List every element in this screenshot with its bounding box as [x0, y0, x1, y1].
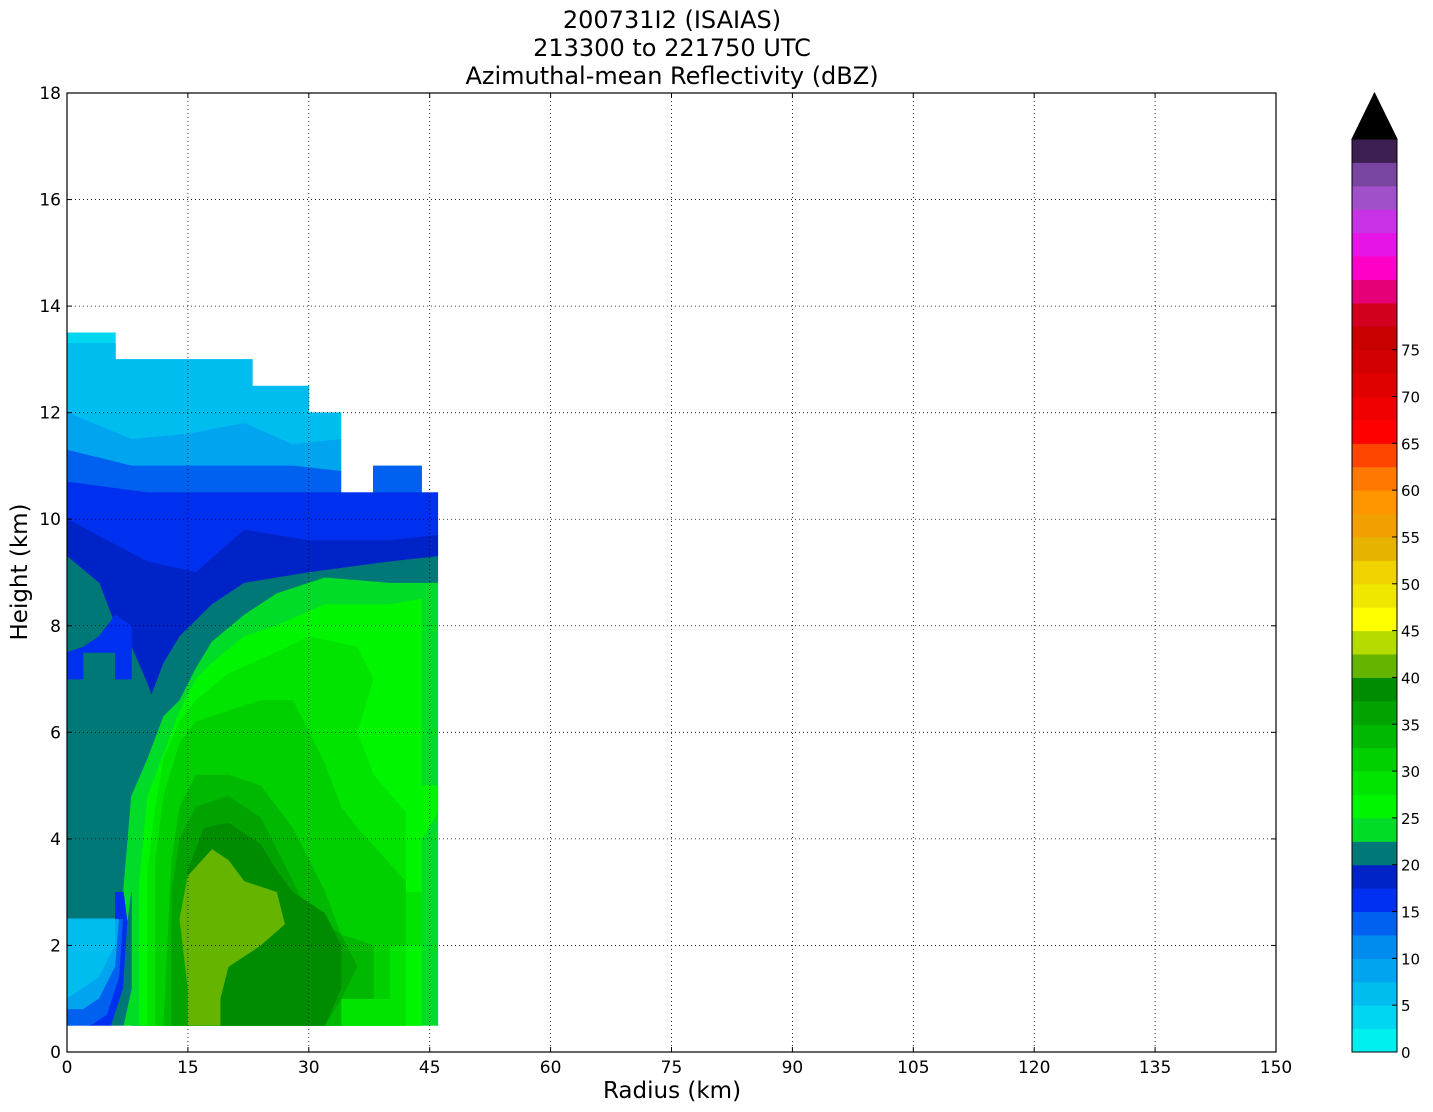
plot-fill-layer [66, 332, 439, 1026]
colorbar-bin [1352, 1028, 1397, 1053]
colorbar-bin [1352, 724, 1397, 749]
colorbar-tick-label: 50 [1401, 576, 1420, 594]
colorbar-bin [1352, 864, 1397, 889]
colorbar-tick-label: 40 [1401, 669, 1420, 687]
colorbar-bin [1352, 630, 1397, 655]
y-tick-label: 12 [39, 404, 61, 424]
colorbar-bin [1352, 583, 1397, 608]
colorbar-bin [1352, 934, 1397, 959]
chart-title-line-1: 200731I2 (ISAIAS) [562, 6, 782, 34]
colorbar-bin [1352, 771, 1397, 795]
colorbar-extend-arrow [1351, 91, 1398, 140]
colorbar-tick-label: 65 [1401, 435, 1420, 453]
chart-title-line-3: Azimuthal-mean Reflectivity (dBZ) [465, 62, 879, 90]
reflectivity-region-16 [66, 614, 132, 680]
colorbar-bin [1352, 747, 1397, 772]
x-tick-label: 150 [1260, 1058, 1292, 1078]
colorbar-frame [1351, 138, 1398, 1053]
y-tick-label: 14 [39, 297, 61, 317]
x-tick-label: 60 [540, 1058, 562, 1078]
y-tick-label: 10 [39, 510, 61, 530]
colorbar-tick-label: 35 [1401, 716, 1420, 734]
colorbar-tick-label: 70 [1401, 389, 1420, 407]
grid-layer [67, 93, 1276, 1052]
x-axis-ticks: 0 15 30 45 60 75 90 105 120 135 150 [62, 93, 1292, 1078]
colorbar-bin [1352, 700, 1397, 725]
colorbar-bin [1352, 841, 1397, 866]
colorbar-tick-label: 30 [1401, 763, 1420, 781]
y-tick-label: 8 [50, 617, 61, 637]
colorbar-bin [1352, 677, 1397, 702]
reflectivity-region-21 [110, 892, 132, 1026]
colorbar-bin [1352, 302, 1397, 327]
chart-title-line-2: 213300 to 221750 UTC [533, 34, 811, 62]
x-tick-label: 120 [1018, 1058, 1050, 1078]
y-tick-label: 16 [39, 191, 61, 211]
colorbar-tick-label: 0 [1401, 1044, 1411, 1062]
colorbar-bin [1352, 232, 1397, 257]
colorbar-tick-label: 55 [1401, 529, 1420, 547]
colorbar-tick-label: 15 [1401, 904, 1420, 922]
colorbar-bin [1352, 139, 1397, 163]
colorbar-bin [1352, 560, 1397, 585]
colorbar-tick-label: 75 [1401, 342, 1420, 360]
colorbar-bin [1352, 888, 1397, 913]
colorbar-tick-label: 45 [1401, 623, 1420, 641]
colorbar-bin [1352, 513, 1397, 538]
y-axis-ticks: 0 2 4 6 8 10 12 14 16 18 [39, 84, 1276, 1063]
colorbar-tick-label: 10 [1401, 950, 1420, 968]
x-tick-label: 90 [782, 1058, 804, 1078]
colorbar-bin [1352, 958, 1397, 983]
colorbar-bin [1352, 443, 1397, 468]
x-tick-label: 75 [661, 1058, 683, 1078]
colorbar-tick-label: 60 [1401, 482, 1420, 500]
colorbar-bin [1352, 185, 1397, 210]
colorbar-bin [1352, 373, 1397, 398]
colorbar-bin [1352, 817, 1397, 842]
colorbar-bin [1352, 349, 1397, 374]
colorbar-bin [1352, 326, 1397, 351]
colorbar-bin [1352, 536, 1397, 561]
x-tick-label: 30 [298, 1058, 320, 1078]
colorbar-bin [1352, 607, 1397, 632]
colorbar-bin [1352, 256, 1397, 280]
colorbar-tick-label: 20 [1401, 857, 1420, 875]
y-axis-label: Height (km) [7, 503, 33, 640]
x-tick-label: 45 [419, 1058, 441, 1078]
colorbar-bin [1352, 209, 1397, 234]
x-tick-label: 135 [1139, 1058, 1171, 1078]
colorbar-bin [1352, 490, 1397, 515]
x-axis-label: Radius (km) [603, 1078, 741, 1104]
x-tick-label: 105 [897, 1058, 929, 1078]
y-tick-label: 6 [50, 723, 61, 743]
colorbar-bin [1352, 279, 1397, 304]
y-tick-label: 0 [50, 1043, 61, 1063]
y-tick-label: 4 [50, 830, 61, 850]
reflectivity-region-4 [372, 465, 422, 493]
colorbar-tick-label: 5 [1401, 997, 1411, 1015]
colorbar-bin [1352, 981, 1397, 1006]
colorbar [1351, 91, 1398, 1053]
colorbar-bin [1352, 654, 1397, 678]
colorbar-bin [1352, 396, 1397, 421]
colorbar-bin [1352, 1005, 1397, 1030]
x-tick-label: 0 [62, 1058, 73, 1078]
x-tick-label: 15 [177, 1058, 199, 1078]
colorbar-bin [1352, 794, 1397, 819]
colorbar-bin [1352, 911, 1397, 936]
y-tick-label: 2 [50, 936, 61, 956]
colorbar-bin [1352, 419, 1397, 444]
reflectivity-region-15 [179, 849, 285, 1026]
colorbar-ticks: 0 5 10 15 20 25 30 35 40 45 50 55 60 65 70 75 [1392, 342, 1420, 1062]
colorbar-bin [1352, 162, 1397, 187]
colorbar-tick-label: 25 [1401, 810, 1420, 828]
colorbar-bin [1352, 466, 1397, 491]
y-tick-label: 18 [39, 84, 61, 104]
